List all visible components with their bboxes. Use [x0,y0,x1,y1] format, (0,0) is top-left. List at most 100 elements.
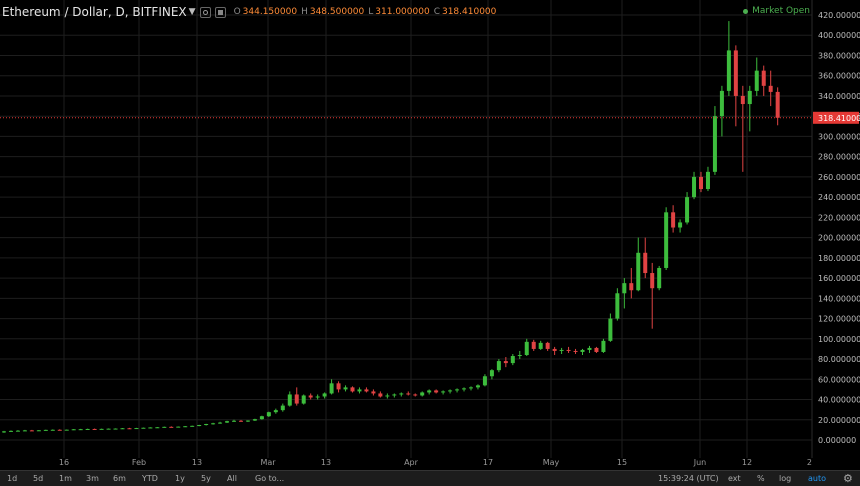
symbol-title[interactable]: Ethereum / Dollar, D, BITFINEX [2,5,187,19]
candle-body [740,95,745,105]
candle-body [371,391,376,394]
candle-body [657,267,662,289]
price-tick-label: 360.000000 [818,72,860,81]
candle-body [636,252,641,291]
candle-body [287,394,292,406]
interval-3m[interactable]: 3m [86,474,99,483]
candle-body [448,390,453,392]
gear-icon[interactable]: ⚙ [843,472,853,485]
log-toggle[interactable]: log [779,474,792,483]
time-tick-label: 17 [482,458,494,467]
candle-body [113,428,118,430]
candle-body [141,427,146,429]
candle-body [420,392,425,396]
time-tick-label: Jun [693,458,707,467]
candle-body [259,416,264,420]
candle-body [733,50,738,96]
candle-body [538,342,543,349]
interval-all[interactable]: All [227,474,237,483]
ext-toggle[interactable]: ext [728,474,741,483]
candle-body [517,355,522,357]
price-tick-label: 260.000000 [818,173,860,182]
price-tick-label: 100.000000 [818,335,860,344]
candle-body [120,428,125,430]
interval-6m[interactable]: 6m [113,474,126,483]
time-tick-label: May [542,458,560,467]
candle-body [71,429,76,431]
candle-body [573,350,578,352]
candle-body [78,429,83,431]
candle-body [719,90,724,117]
price-tick-label: 160.000000 [818,274,860,283]
price-tick-label: 80.000000 [818,355,860,364]
candle-body [183,426,188,428]
candle-body [266,412,271,417]
candle-body [747,90,752,105]
candle-body [768,85,773,92]
interval-ytd[interactable]: YTD [142,474,158,483]
candle-body [754,70,759,91]
candle-body [127,428,132,430]
goto-button[interactable]: Go to... [255,474,285,483]
candle-body [545,342,550,349]
candle-body [601,340,606,352]
candle-body [712,116,717,172]
candle-body [385,395,390,397]
compare-icon[interactable] [199,6,211,18]
auto-toggle[interactable]: auto [808,474,827,483]
candle-body [43,429,48,431]
candle-body [427,390,432,393]
candle-body [336,383,341,390]
interval-1m[interactable]: 1m [59,474,72,483]
candle-body [503,361,508,364]
high-value: 348.500000 [309,7,365,17]
candle-body [594,347,599,352]
candle-body [238,420,243,422]
price-chart[interactable]: 420.000000 400.000000 380.000000 360.000000… [0,0,860,458]
time-tick-label: 13 [191,458,203,467]
candle-body [245,420,250,422]
chart-area[interactable]: 420.000000 400.000000 380.000000 360.000000… [0,0,860,458]
last-price-badge [813,111,859,124]
candle-body [726,50,731,91]
interval-1y[interactable]: 1y [175,474,185,483]
open-label: O [233,7,241,17]
candle-body [685,197,690,223]
candle-body [524,341,529,355]
percent-toggle[interactable]: % [757,474,765,483]
price-tick-label: 60.000000 [818,375,860,384]
candle-body [252,419,257,421]
time-tick-label: 16 [58,458,70,467]
close-value: 318.410000 [441,7,497,17]
price-tick-label: 20.000000 [818,416,860,425]
candle-body [392,394,397,396]
interval-5y[interactable]: 5y [201,474,211,483]
low-label: L [368,7,374,17]
high-label: H [301,7,308,17]
time-tick-label: Apr [404,458,418,467]
time-axis[interactable]: 16Feb13Mar13Apr17May15Jun1226 [0,458,817,470]
candle-body [455,389,460,391]
candle-body [36,430,41,432]
candle-body [587,347,592,350]
chevron-down-icon[interactable]: ▼ [188,7,196,17]
candle-body [176,426,181,428]
candle-body [552,348,557,351]
interval-5d[interactable]: 5d [33,474,44,483]
time-tick-label: Feb [131,458,147,467]
candle-body [134,428,139,430]
time-tick-label: 12 [741,458,753,467]
candle-body [350,387,355,392]
settings-icon[interactable] [214,6,226,18]
candle-body [531,341,536,349]
interval-1d[interactable]: 1d [7,474,18,483]
price-tick-label: 200.000000 [818,234,860,243]
price-tick-label: 220.000000 [818,213,860,222]
candle-body [650,273,655,289]
candle-body [406,393,411,395]
candle-body [301,395,306,404]
candle-body [580,349,585,352]
candle-body [308,395,313,398]
close-label: C [433,7,440,17]
candle-body [441,391,446,393]
